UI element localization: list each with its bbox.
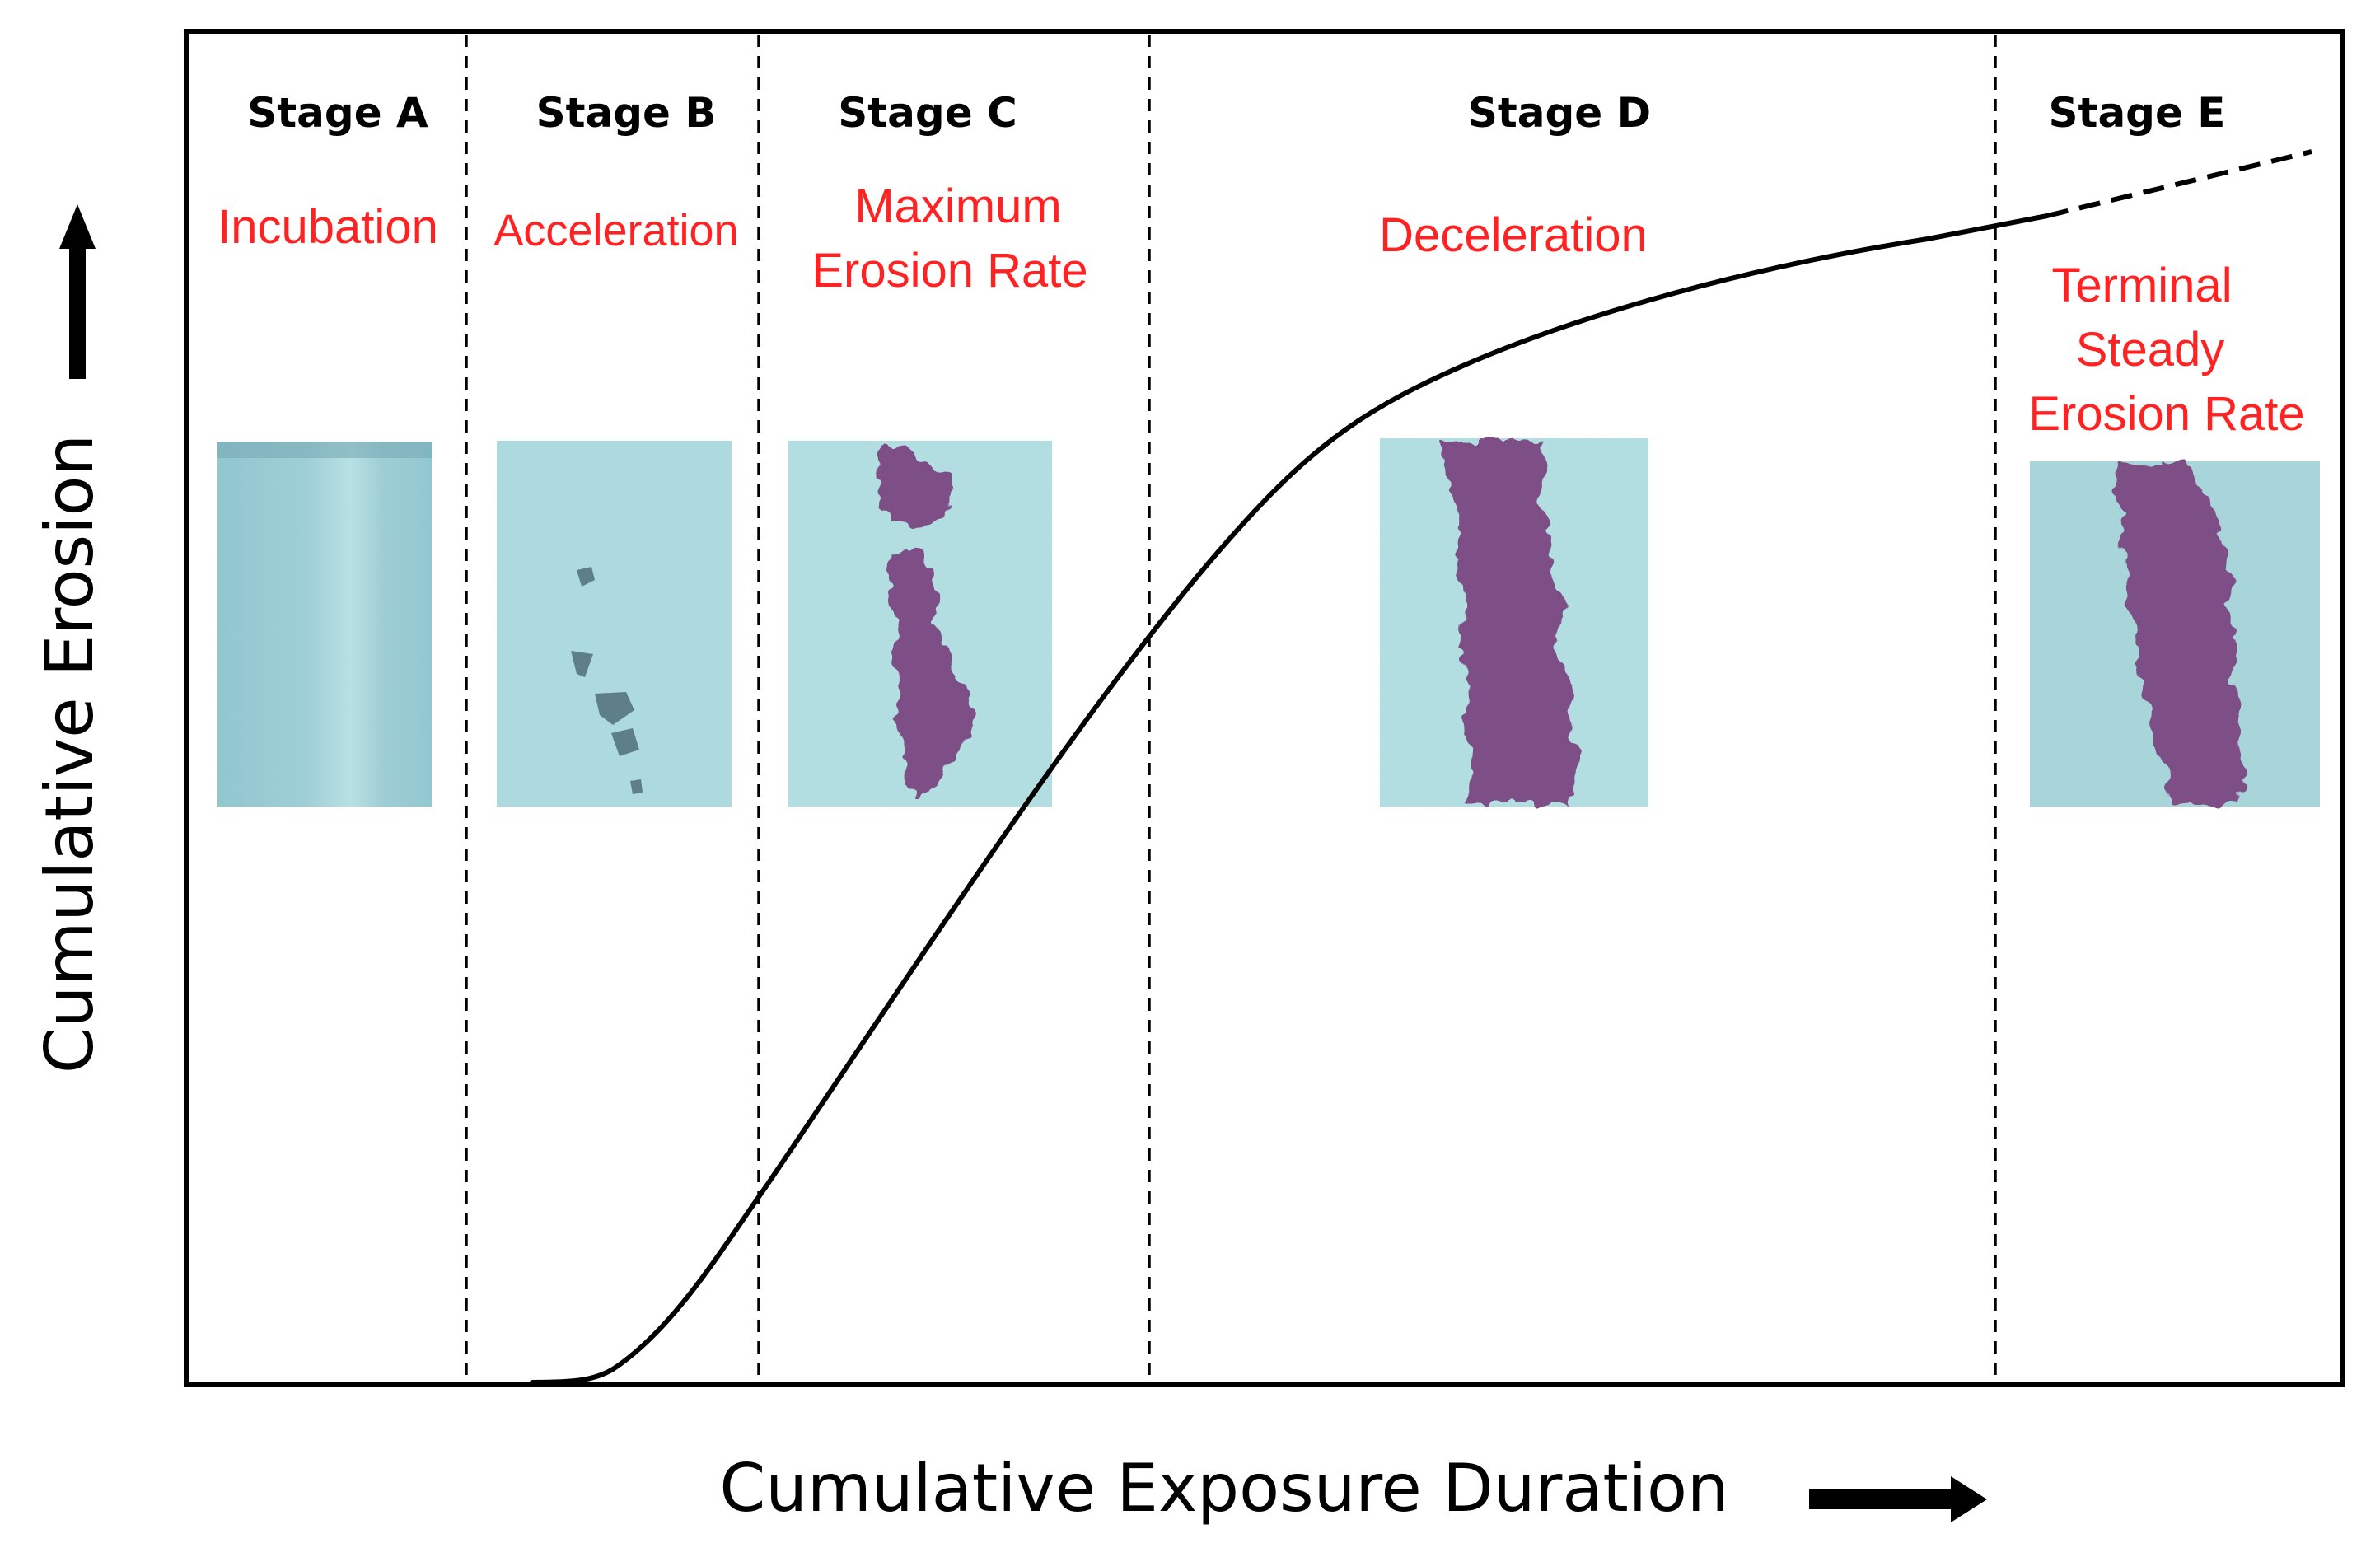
phase-max-rate-line1: Maximum <box>854 180 1061 233</box>
phase-terminal-line1: Terminal <box>2051 259 2232 312</box>
phase-terminal-line2: Steady <box>2076 323 2225 376</box>
erosion-curve <box>530 213 2050 1385</box>
phase-max-rate-line2: Erosion Rate <box>811 244 1087 297</box>
specimen-stage-e <box>2030 461 2320 807</box>
stage-a-title: Stage A <box>247 89 428 137</box>
stage-e-title: Stage E <box>2049 89 2226 137</box>
phase-terminal-line3: Erosion Rate <box>2028 387 2304 441</box>
phase-deceleration: Deceleration <box>1379 208 1648 262</box>
x-axis-arrow-icon <box>1809 1476 1987 1522</box>
specimen-stage-b <box>497 441 732 807</box>
phase-incubation: Incubation <box>217 200 438 254</box>
stage-dividers <box>465 35 1997 1382</box>
specimen-stage-c <box>788 441 1052 807</box>
erosion-curve-extrapolated <box>2046 149 2312 218</box>
stage-d-title: Stage D <box>1468 89 1651 137</box>
phase-acceleration: Acceleration <box>493 206 738 255</box>
stage-b-title: Stage B <box>536 89 717 137</box>
specimen-stage-d <box>1380 438 1648 807</box>
specimen-stage-a <box>217 442 432 807</box>
y-axis-title: Cumulative Erosion <box>31 434 108 1073</box>
phase-labels: Incubation Acceleration Maximum Erosion … <box>217 180 2304 441</box>
y-axis-arrow-icon <box>59 204 96 379</box>
x-axis-title: Cumulative Exposure Duration <box>719 1450 1728 1527</box>
stage-c-title: Stage C <box>838 89 1017 137</box>
plot-frame <box>184 29 2345 1387</box>
